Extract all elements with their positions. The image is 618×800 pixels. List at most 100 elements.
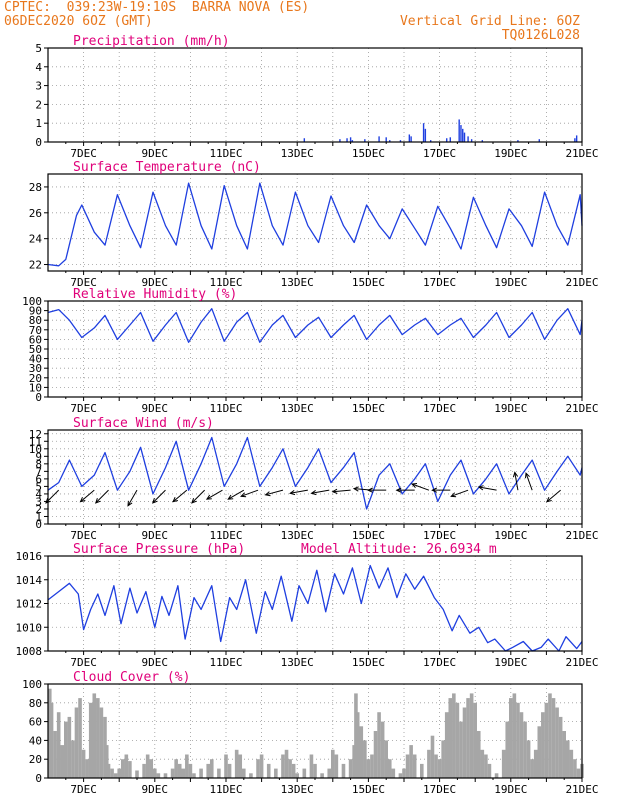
cloud-bar: [53, 731, 57, 778]
wind-arrowhead: [310, 489, 317, 496]
x-tick-label: 21DEC: [565, 276, 598, 289]
cloud-bar: [355, 712, 360, 778]
y-tick-label: 20: [29, 372, 42, 385]
y-tick-label: 40: [29, 734, 42, 747]
cloud-bar: [113, 773, 118, 778]
x-tick-label: 7DEC: [70, 656, 97, 669]
cloud-bar: [537, 726, 542, 778]
y-tick-label: 0: [35, 136, 42, 149]
y-tick-label: 0: [35, 518, 42, 531]
precip-bar: [303, 138, 306, 142]
wind-arrowhead: [45, 498, 51, 504]
cloud-bar: [430, 735, 435, 778]
cloud-bar: [359, 726, 364, 778]
wind-vector: [191, 489, 205, 504]
cloud-bar: [327, 768, 332, 778]
header-right-line2: TQ0126L028: [501, 28, 580, 43]
wind-vector: [332, 489, 351, 493]
x-tick-label: 15DEC: [352, 147, 385, 160]
header-left-line1: CPTEC: 039:23W-19:10S BARRA NOVA (ES): [4, 0, 310, 15]
x-tick-label: 13DEC: [281, 402, 314, 415]
wind-arrowhead: [352, 486, 359, 492]
y-tick-label: 1: [35, 117, 42, 130]
cloud-bar: [224, 754, 228, 778]
cloud-bar: [56, 712, 61, 778]
series-line: [47, 564, 583, 652]
y-tick-label: 10: [29, 443, 42, 456]
panel-6: 0 20 40 60 80 100 7DEC 9DEC 11DEC 13DEC 15DEC 17DEC…: [22, 670, 598, 796]
cloud-bar: [206, 763, 210, 778]
wind-arrowhead: [410, 483, 418, 488]
precip-bar: [349, 137, 352, 142]
plot-frame: [47, 429, 583, 525]
precip-bar: [346, 138, 348, 142]
wind-vector: [478, 486, 497, 491]
cloud-bar: [106, 763, 111, 778]
precip-bar: [410, 136, 412, 142]
cloud-bar: [217, 768, 221, 778]
wind-vector: [227, 489, 245, 500]
x-tick-label: 11DEC: [209, 402, 242, 415]
wind-arrowhead: [94, 498, 101, 504]
cloud-bar: [434, 754, 438, 778]
cloud-bar: [487, 763, 492, 778]
y-tick-label: 10: [29, 381, 42, 394]
plot-frame: [47, 47, 583, 143]
x-tick-label: 17DEC: [423, 783, 456, 796]
precip-bar: [422, 123, 425, 142]
x-tick-label: 19DEC: [494, 276, 527, 289]
cloud-bar: [512, 693, 517, 778]
series-line: [47, 436, 583, 510]
plot-area: [48, 430, 582, 524]
cloud-bar: [181, 768, 186, 778]
x-tick-label: 15DEC: [352, 656, 385, 669]
y-tick-label: 1008: [16, 645, 43, 658]
x-tick-label: 21DEC: [565, 783, 598, 796]
x-tick-label: 11DEC: [209, 529, 242, 542]
precip-bar: [378, 136, 380, 142]
plot-frame: [47, 173, 583, 272]
cloud-bar: [163, 773, 168, 778]
wind-arrowhead: [127, 500, 133, 507]
wind-arrowhead: [431, 487, 438, 493]
y-tick-label: 1010: [16, 621, 43, 634]
precip-bar: [538, 139, 540, 142]
precip-bar: [446, 138, 448, 142]
cloud-bar: [78, 698, 82, 778]
y-tick-label: 5: [35, 480, 42, 493]
y-tick-label: 90: [29, 305, 42, 318]
wind-arrowhead: [450, 492, 457, 498]
cloud-bar: [145, 754, 150, 778]
wind-arrowhead: [151, 498, 158, 504]
cloud-bar: [541, 712, 545, 778]
y-tick-label: 20: [29, 753, 42, 766]
cloud-bar: [562, 731, 566, 778]
panel-5: 1008 1010 1012 1014 1016 7DEC 9DEC 11DEC 13DEC 15…: [16, 542, 599, 669]
wind-vector: [525, 473, 533, 491]
x-tick-label: 7DEC: [70, 529, 97, 542]
cloud-bar: [288, 759, 292, 778]
cloud-bar: [363, 740, 367, 778]
cloud-bar: [81, 749, 86, 778]
y-tick-label: 2: [35, 503, 42, 516]
cloud-bar: [135, 770, 139, 778]
cloud-bar: [409, 745, 413, 778]
cloud-bar: [558, 716, 563, 778]
y-tick-label: 1012: [16, 598, 43, 611]
cloud-bar: [441, 740, 445, 778]
y-tick-label: 12: [29, 428, 42, 441]
x-tick-label: 9DEC: [142, 529, 169, 542]
x-tick-label: 15DEC: [352, 402, 385, 415]
y-tick-label: 60: [29, 333, 42, 346]
wind-arrowhead: [79, 496, 86, 503]
cloud-bar: [320, 773, 324, 778]
cloud-bar: [455, 702, 460, 778]
wind-arrowhead: [477, 485, 484, 491]
cloud-bar: [384, 740, 388, 778]
y-tick-label: 50: [29, 343, 42, 356]
x-tick-label: 9DEC: [142, 783, 169, 796]
x-tick-label: 11DEC: [209, 783, 242, 796]
cloud-bar: [259, 754, 264, 778]
x-tick-label: 17DEC: [423, 276, 456, 289]
